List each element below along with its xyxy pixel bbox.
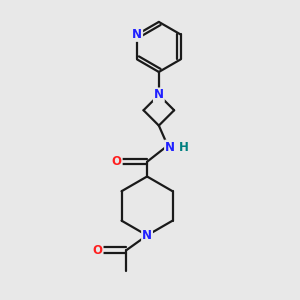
Text: N: N (142, 229, 152, 242)
Text: N: N (165, 141, 175, 154)
Text: N: N (132, 28, 142, 41)
Text: N: N (154, 88, 164, 101)
Text: O: O (112, 155, 122, 168)
Text: H: H (179, 141, 189, 154)
Text: O: O (93, 244, 103, 256)
